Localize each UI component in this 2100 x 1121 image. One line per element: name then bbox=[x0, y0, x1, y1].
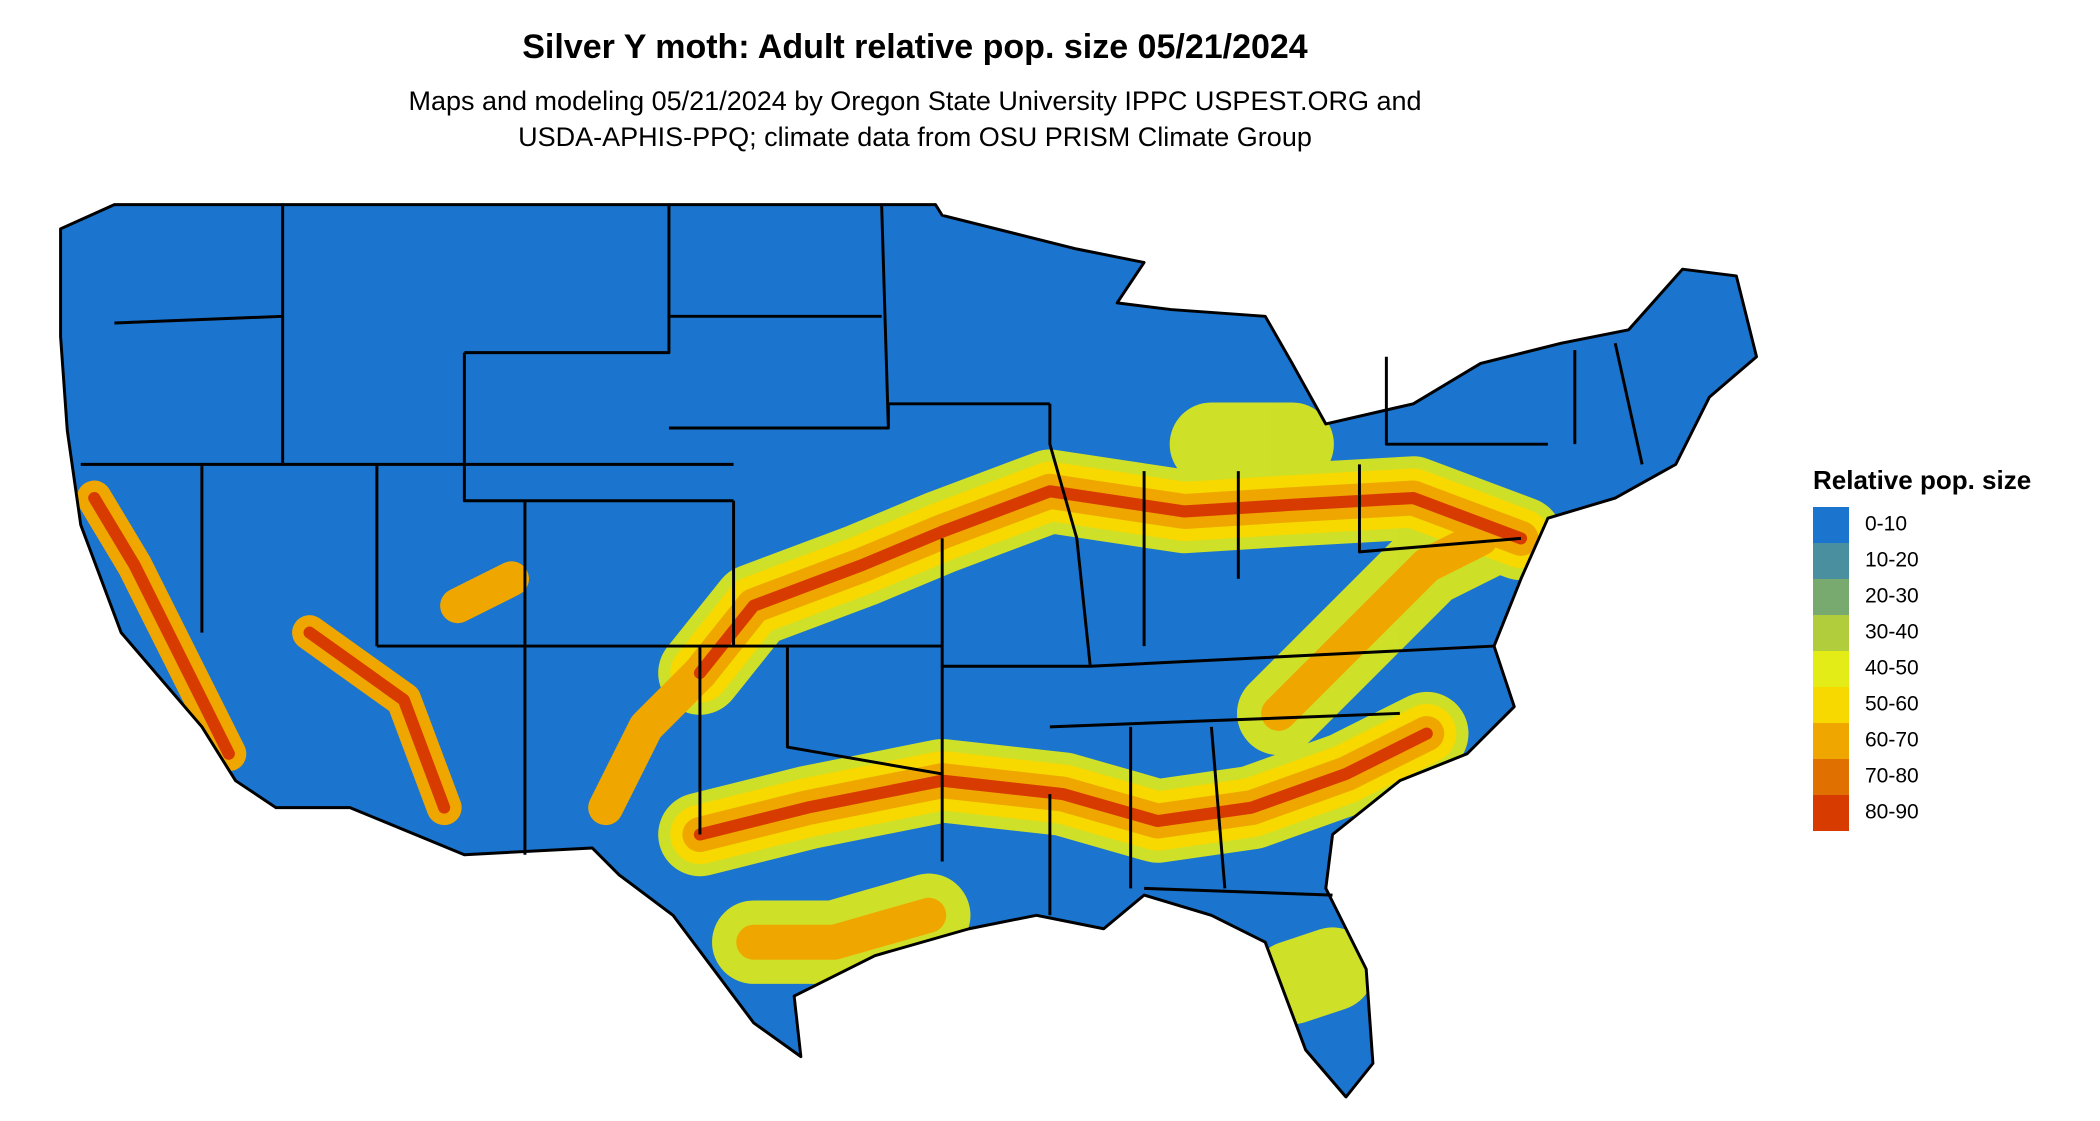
subtitle-line: Maps and modeling 05/21/2024 by Oregon S… bbox=[408, 86, 1421, 116]
map bbox=[59, 203, 1759, 1099]
population-bands bbox=[76, 402, 1563, 1025]
legend-swatch bbox=[1813, 507, 1849, 543]
map-title: Silver Y moth: Adult relative pop. size … bbox=[522, 28, 1308, 66]
legend-title: Relative pop. size bbox=[1813, 465, 2031, 495]
legend-swatch bbox=[1813, 759, 1849, 795]
legend-label: 60-70 bbox=[1865, 729, 1919, 752]
legend-swatch bbox=[1813, 795, 1849, 831]
legend: 0-10 10-20 20-30 30-40 40-50 50-60 60-70 70-80 8… bbox=[1813, 507, 1919, 831]
legend-label: 30-40 bbox=[1865, 621, 1919, 644]
legend-swatch bbox=[1813, 651, 1849, 687]
legend-swatch bbox=[1813, 723, 1849, 759]
legend-label: 0-10 bbox=[1865, 513, 1907, 536]
legend-label: 50-60 bbox=[1865, 693, 1919, 716]
legend-swatch bbox=[1813, 579, 1849, 615]
legend-label: 80-90 bbox=[1865, 801, 1919, 824]
legend-label: 70-80 bbox=[1865, 765, 1919, 788]
legend-swatch bbox=[1813, 687, 1849, 723]
state-lines bbox=[80, 204, 1644, 916]
legend-label: 20-30 bbox=[1865, 585, 1919, 608]
legend-label: 40-50 bbox=[1865, 657, 1919, 680]
legend-label: 10-20 bbox=[1865, 549, 1919, 572]
legend-swatch bbox=[1813, 543, 1849, 579]
subtitle-line: USDA-APHIS-PPQ; climate data from OSU PR… bbox=[518, 122, 1312, 152]
legend-swatch bbox=[1813, 615, 1849, 651]
